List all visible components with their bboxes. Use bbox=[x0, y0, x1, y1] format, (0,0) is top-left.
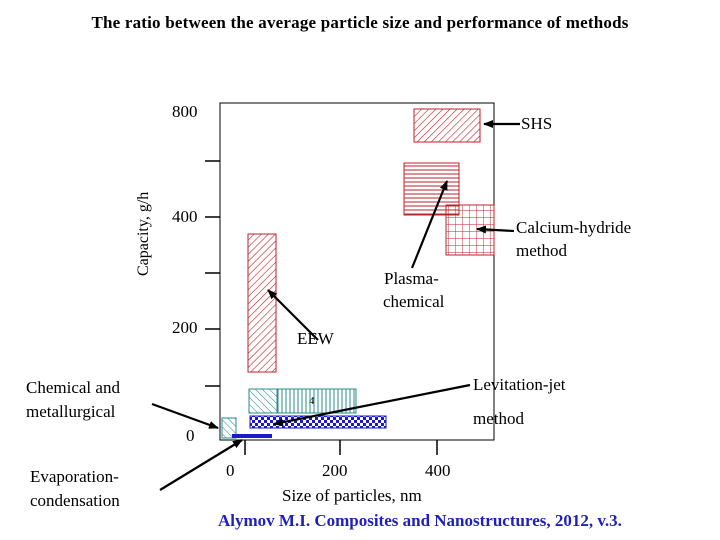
citation: Alymov M.I. Composites and Nanostructure… bbox=[218, 511, 622, 530]
arrow-calcium-hydride bbox=[476, 225, 515, 234]
x-axis-label: Size of particles, nm bbox=[282, 486, 422, 505]
label-chemical-1: Chemical and bbox=[26, 378, 120, 397]
x-tick-200: 200 bbox=[322, 461, 348, 480]
label-evaporation-1: Evaporation- bbox=[30, 467, 119, 486]
y-tick-200: 200 bbox=[172, 318, 198, 337]
region-shs bbox=[413, 108, 481, 143]
label-calcium-hydride-2: method bbox=[516, 241, 567, 260]
region-eew bbox=[247, 233, 277, 373]
arrows bbox=[151, 120, 520, 491]
region-evaporation-condensation bbox=[232, 434, 272, 438]
region-evaporation-small bbox=[221, 417, 237, 439]
arrow-levitation-jet bbox=[273, 383, 471, 427]
label-calcium-hydride-1: Calcium-hydride bbox=[516, 218, 632, 237]
x-axis-ticks bbox=[244, 440, 438, 455]
y-tick-800: 800 bbox=[172, 102, 198, 121]
arrow-plasma-chemical bbox=[410, 180, 449, 269]
region-small-box bbox=[276, 388, 357, 414]
label-evaporation-2: condensation bbox=[30, 491, 120, 510]
region-levitation-jet bbox=[249, 415, 387, 429]
arrow-evaporation-condensation bbox=[159, 439, 243, 491]
label-levitation-2: method bbox=[473, 409, 524, 428]
plot-frame bbox=[219, 102, 495, 441]
arrow-eew bbox=[267, 289, 319, 341]
x-tick-400: 400 bbox=[425, 461, 451, 480]
x-tick-0: 0 bbox=[226, 461, 235, 480]
y-axis-ticks bbox=[205, 160, 220, 387]
label-levitation-1: Levitation-jet bbox=[473, 375, 566, 394]
chart-title: The ratio between the average particle s… bbox=[91, 13, 629, 32]
label-chemical-2: metallurgical bbox=[26, 402, 116, 421]
label-plasma-1: Plasma- bbox=[384, 269, 439, 288]
label-plasma-2: chemical bbox=[383, 292, 445, 311]
region-chemical-metallurgical bbox=[248, 388, 278, 414]
y-tick-400: 400 bbox=[172, 207, 198, 226]
y-tick-0: 0 bbox=[186, 426, 195, 445]
arrow-chemical-metallurgical bbox=[151, 402, 219, 430]
label-shs: SHS bbox=[521, 114, 553, 133]
